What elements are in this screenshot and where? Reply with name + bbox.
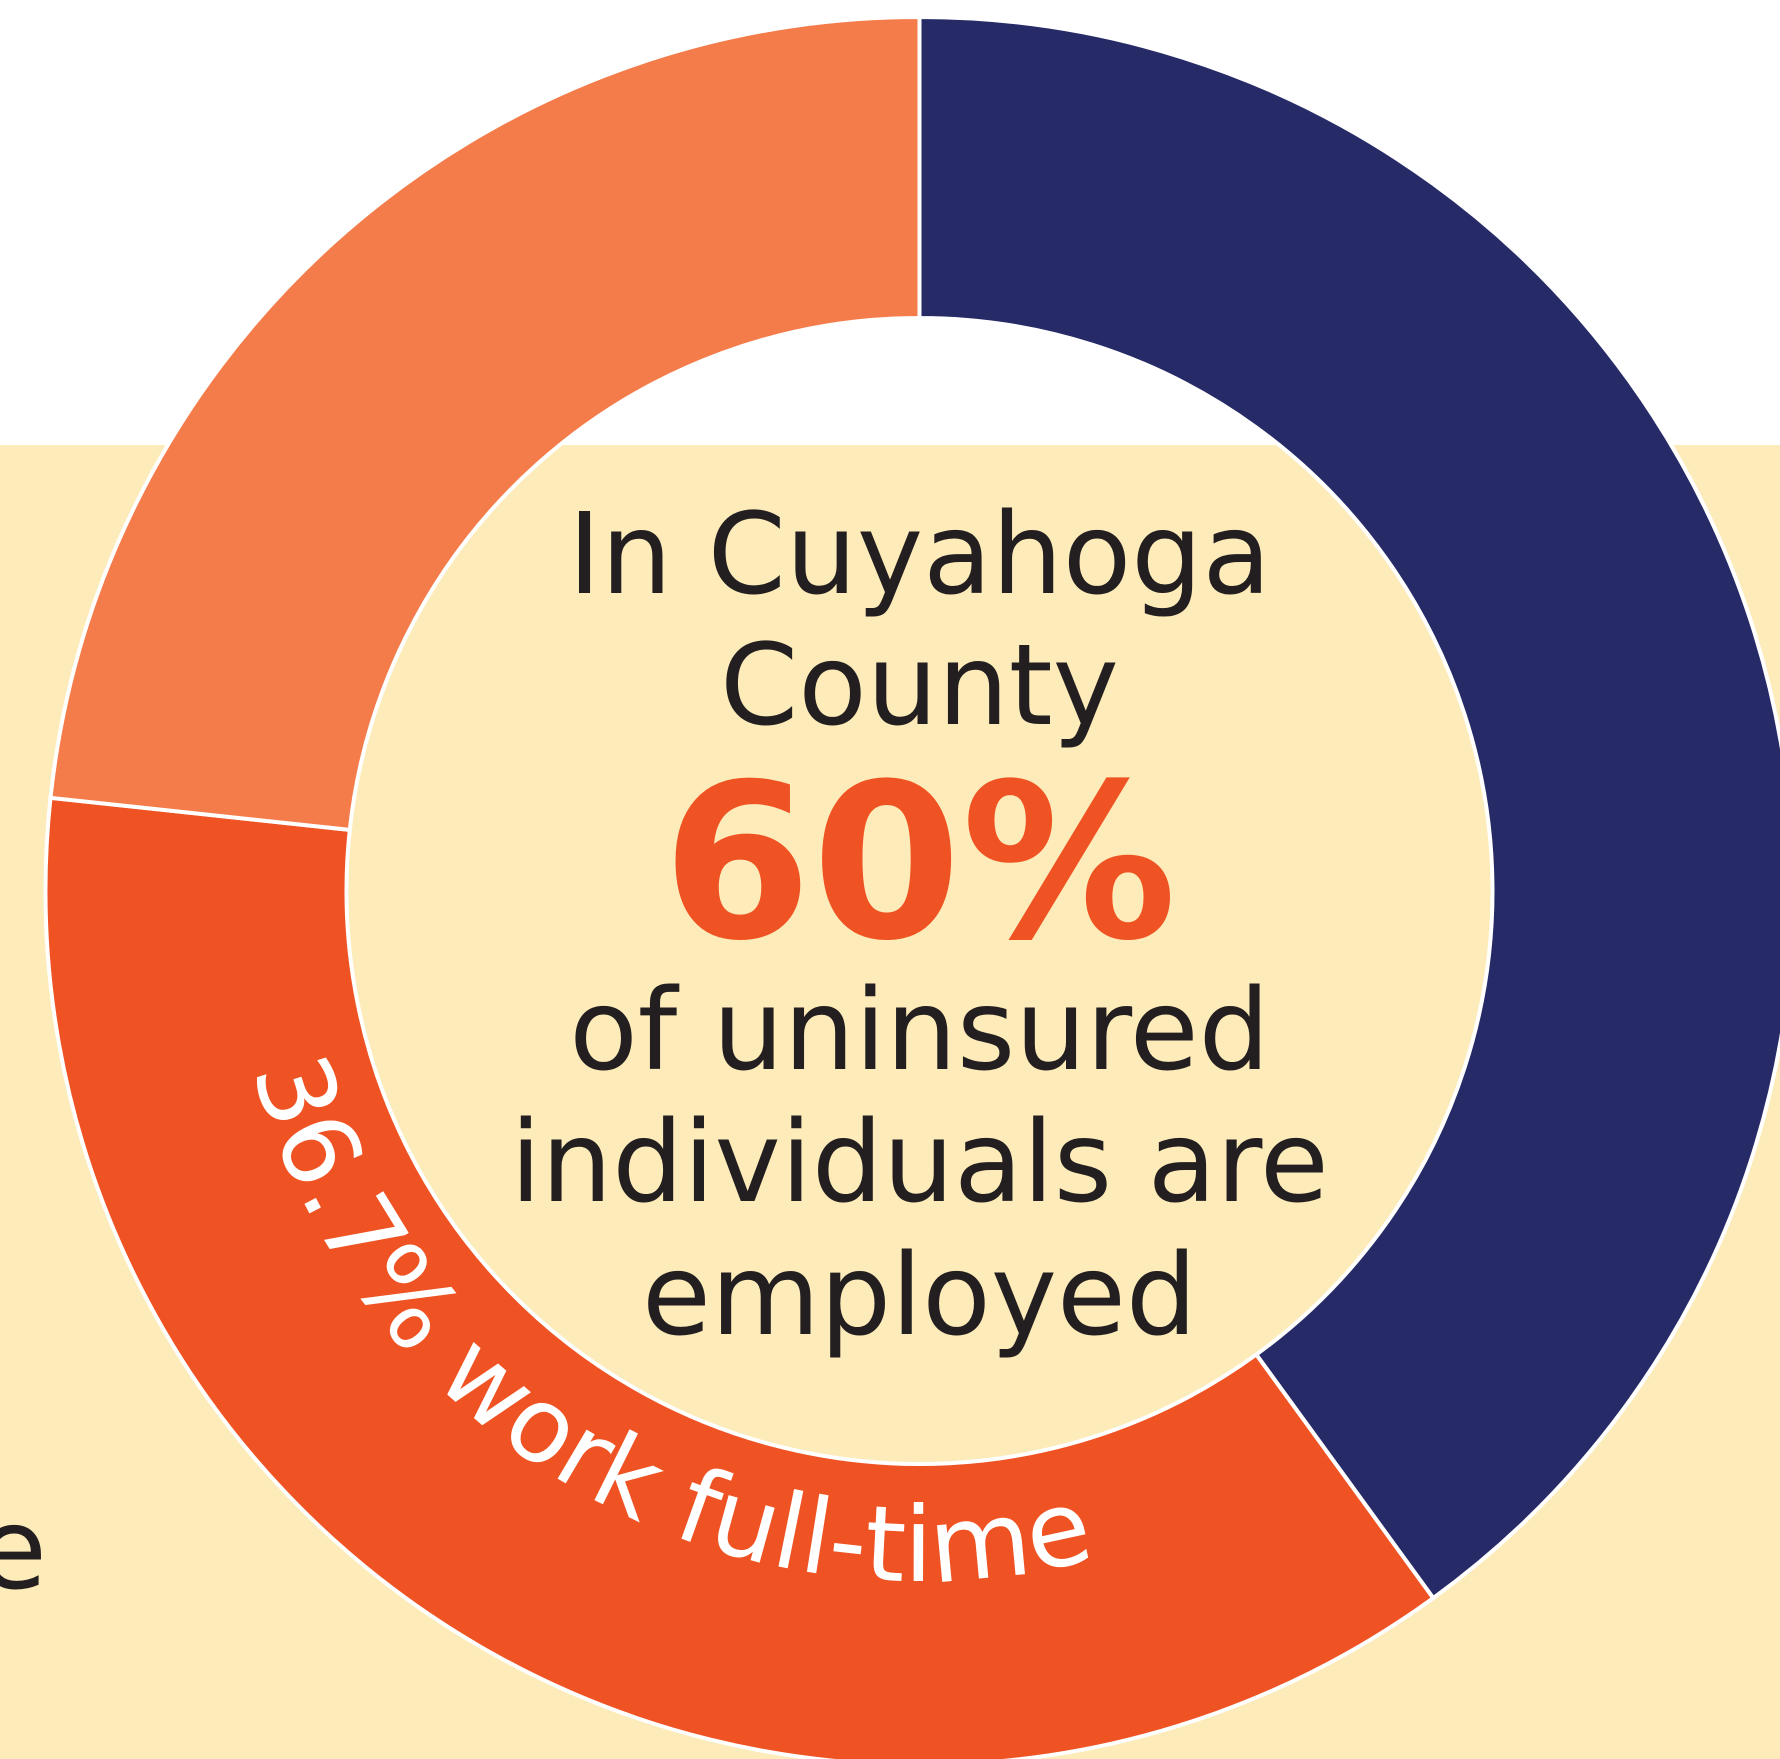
center-text: County (720, 621, 1119, 751)
center-text: of uninsured (569, 966, 1270, 1096)
center-highlight: 60% (662, 737, 1177, 988)
donut-slice (48, 14, 922, 833)
donut (43, 14, 1780, 1759)
text-fragment: e (0, 1485, 47, 1615)
donut-slice (917, 14, 1780, 1601)
center-text: individuals are (510, 1098, 1329, 1228)
donut-slice (43, 795, 1437, 1759)
center-text: employed (642, 1231, 1197, 1361)
center-text: In Cuyahoga (568, 490, 1271, 620)
